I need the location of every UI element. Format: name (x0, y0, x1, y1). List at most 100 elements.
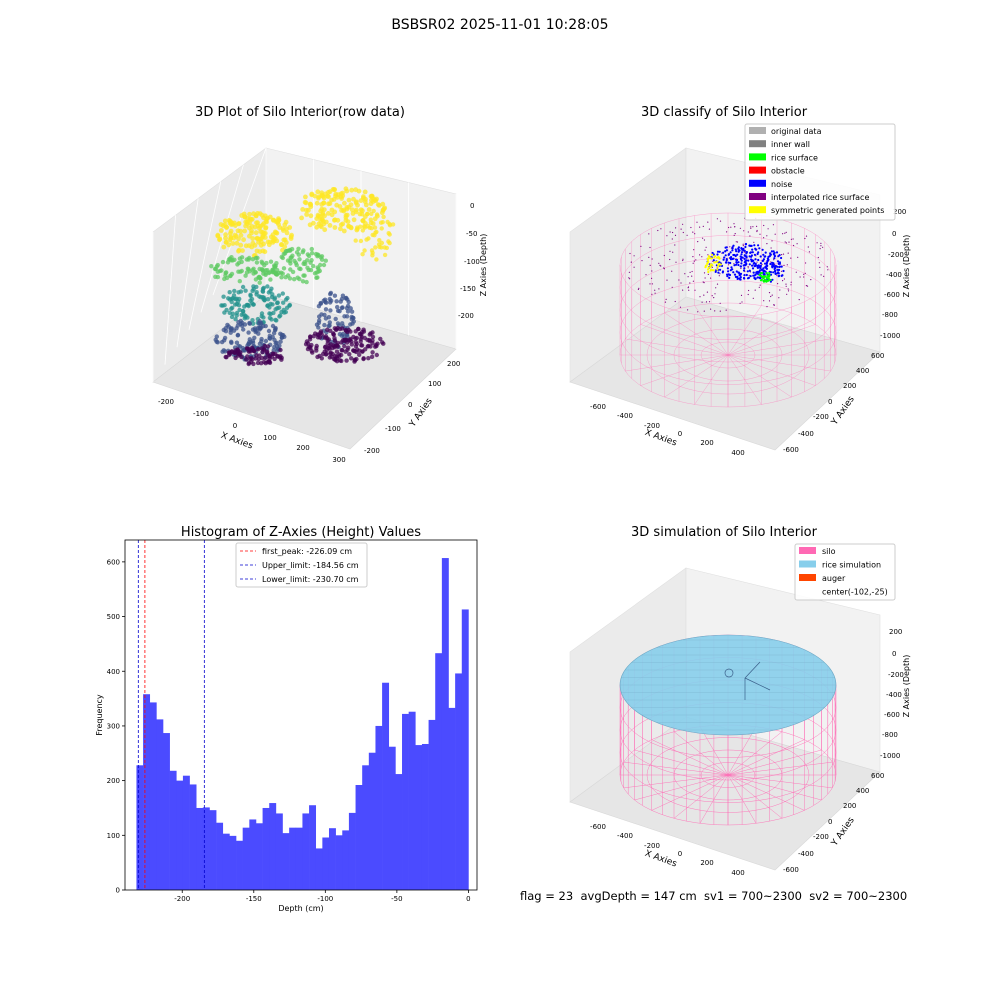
raw-point (319, 356, 324, 361)
raw-point (299, 215, 304, 221)
interp-dot (740, 294, 743, 296)
rice-surface-point (766, 277, 769, 280)
raw-point (369, 354, 375, 359)
raw-point (242, 228, 248, 234)
interp-dot (768, 300, 771, 302)
raw-point (367, 338, 372, 344)
interp-dot (692, 256, 694, 258)
raw-point (257, 280, 262, 285)
raw-point (362, 224, 367, 229)
raw-point (379, 226, 384, 231)
simulation-z-tick: 200 (889, 628, 902, 636)
simulation-y-tick: 0 (828, 818, 832, 826)
raw-point (325, 327, 330, 332)
simulation-y-tick: 600 (871, 772, 884, 780)
raw-point (267, 354, 272, 359)
raw-point (382, 205, 388, 211)
simulation-z-label: Z Axies (Depth) (902, 655, 911, 718)
raw-point (335, 340, 340, 346)
interp-dot (694, 289, 696, 291)
interp-dot (719, 273, 721, 275)
raw-point (290, 253, 295, 258)
raw-y-tick: -100 (385, 425, 401, 433)
interp-dot (672, 231, 674, 234)
classify-z-tick: -800 (882, 311, 898, 319)
raw-point (368, 344, 373, 349)
raw-point (257, 353, 262, 358)
rice-surface-point (765, 272, 768, 275)
classify-x-tick: 200 (700, 439, 713, 447)
noise-point (771, 263, 774, 267)
interp-dot (633, 266, 635, 268)
rice-surface-point (759, 279, 763, 282)
raw-point (280, 226, 286, 232)
interp-dot (782, 253, 785, 255)
raw-point (327, 201, 333, 207)
interp-dot (770, 247, 772, 249)
interp-dot (682, 258, 684, 260)
raw-point (281, 266, 287, 271)
noise-point (716, 253, 719, 256)
classify-x-tick: -400 (617, 412, 633, 420)
raw-point (294, 262, 299, 268)
histogram-bar (421, 743, 429, 890)
histogram-bar (275, 813, 283, 890)
raw-point (267, 239, 273, 245)
histogram-bar (176, 780, 184, 891)
raw-point (311, 334, 316, 339)
raw-y-tick: -200 (364, 447, 380, 455)
interp-dot (692, 231, 694, 233)
legend-label: noise (771, 180, 792, 189)
interp-dot (766, 235, 768, 237)
simulation-z-tick: 0 (892, 650, 896, 658)
raw-point (228, 231, 233, 236)
raw-point (218, 222, 224, 227)
interp-dot (649, 264, 651, 266)
classify-y-tick: 400 (856, 367, 869, 375)
raw-point (226, 242, 232, 248)
interp-dot (758, 286, 760, 288)
histogram-bar (388, 746, 396, 890)
y-tick-label: 400 (107, 668, 120, 676)
noise-point (752, 262, 755, 265)
raw-point (339, 333, 344, 338)
raw-point (249, 355, 254, 361)
interp-dot (660, 228, 662, 230)
raw-point (373, 344, 378, 349)
noise-point (748, 255, 751, 258)
histogram-bar (375, 725, 383, 890)
raw-point (239, 259, 244, 265)
histogram-legend: first_peak: -226.09 cm Upper_limit: -184.… (235, 542, 368, 588)
interp-dot (708, 228, 711, 230)
rice-surface-point (762, 276, 766, 279)
silo-floor-ring (646, 315, 810, 395)
interp-dot (706, 291, 709, 293)
noise-point (780, 274, 783, 277)
interp-dot (784, 241, 786, 243)
interp-dot (752, 297, 754, 299)
raw-point (307, 344, 313, 350)
raw-point (316, 253, 321, 258)
interp-dot (766, 243, 768, 245)
histogram-bar (236, 840, 243, 890)
interp-dot (651, 293, 653, 295)
interp-dot (820, 274, 822, 276)
histogram-bar (216, 822, 224, 890)
histogram-bar (402, 713, 409, 890)
interp-dot (716, 218, 719, 220)
interp-dot (761, 263, 763, 265)
noise-point (772, 271, 775, 274)
raw-point (248, 293, 253, 298)
interp-dot (768, 292, 771, 294)
raw-point (209, 264, 214, 269)
noise-point (736, 253, 739, 256)
interp-dot (651, 270, 653, 272)
noise-point (722, 258, 725, 261)
interp-dot (796, 243, 798, 245)
raw-point (343, 217, 349, 223)
noise-point (774, 270, 777, 273)
raw-point (306, 207, 311, 213)
raw-point (255, 360, 261, 366)
raw-point (349, 342, 354, 347)
interp-dot (787, 290, 790, 292)
